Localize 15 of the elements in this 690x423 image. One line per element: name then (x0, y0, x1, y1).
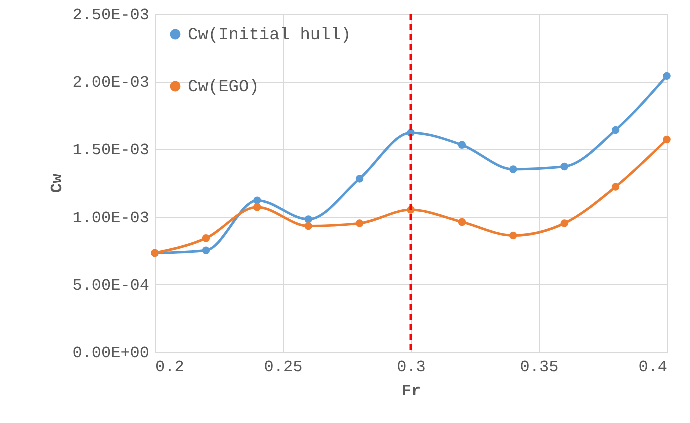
x-tick-label: 0.4 (638, 358, 668, 376)
y-tick-label: 1.00E-03 (72, 209, 150, 228)
y-axis-title: Cw (48, 174, 67, 194)
x-tick-label: 0.25 (264, 358, 303, 376)
y-tick-label: 0.00E+00 (72, 344, 150, 362)
y-tick-label: 2.00E-03 (72, 74, 150, 92)
x-tick-label: 0.3 (397, 358, 426, 376)
x-tick-label: 0.35 (520, 358, 559, 376)
y-tick-label: 5.00E-04 (72, 276, 150, 295)
x-tick-label: 0.2 (156, 358, 184, 376)
y-tick-label: 1.50E-03 (72, 142, 150, 160)
x-axis-title: Fr (402, 382, 422, 400)
legend-label: Cw(Initial hull) (188, 26, 352, 46)
y-tick-label: 2.50E-03 (72, 6, 150, 24)
legend-label: Cw(EGO) (188, 78, 260, 98)
